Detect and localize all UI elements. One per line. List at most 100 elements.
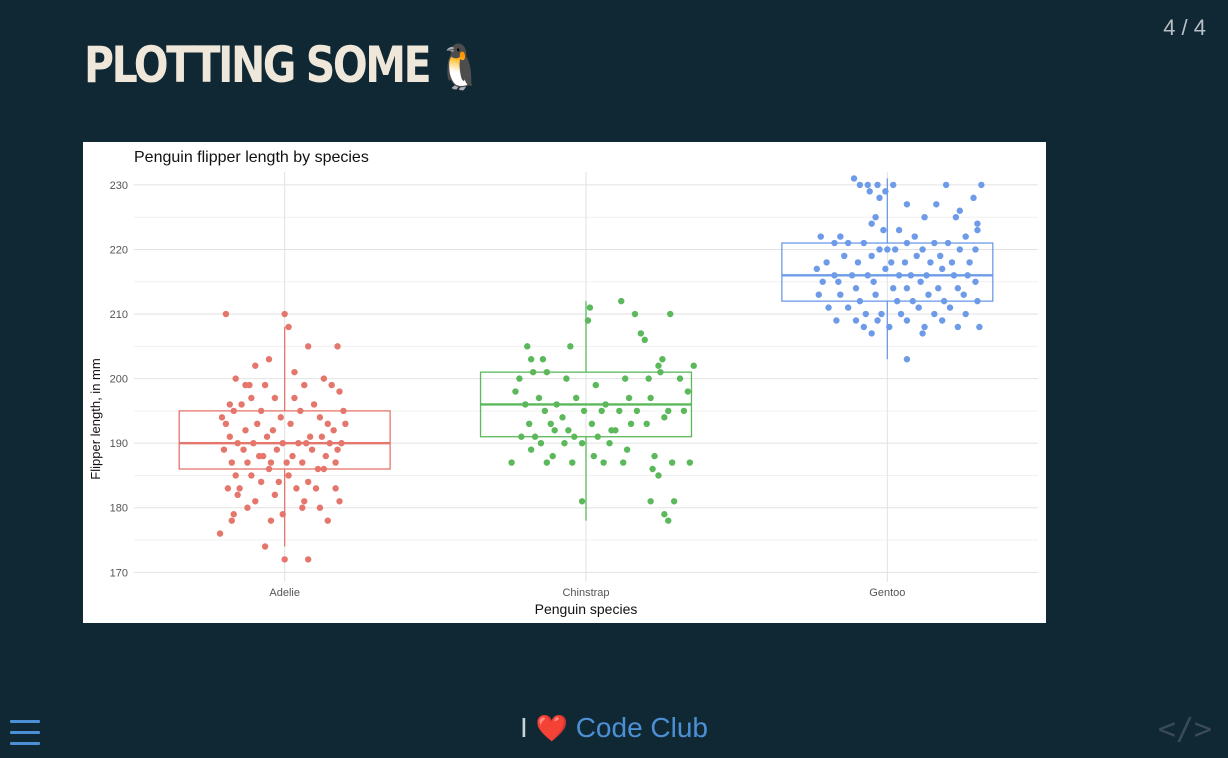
data-point [659, 356, 666, 363]
data-point [823, 259, 830, 266]
data-point [637, 330, 645, 337]
code-club-link[interactable]: Code Club [575, 712, 709, 743]
data-point [616, 407, 623, 415]
data-point [342, 420, 349, 428]
data-point [269, 427, 277, 434]
y-tick-label: 200 [110, 374, 128, 386]
data-point [320, 375, 328, 382]
data-point [273, 446, 281, 453]
chart-x-axis-label: Penguin species [535, 601, 638, 617]
data-point [919, 246, 926, 253]
data-point [310, 401, 318, 408]
data-point [228, 459, 235, 466]
y-tick-label: 230 [110, 180, 128, 192]
data-point [655, 362, 662, 369]
data-point [299, 504, 306, 511]
data-point [927, 259, 934, 266]
data-point [580, 407, 588, 415]
data-point [238, 401, 245, 408]
penguin-emoji-icon: 🐧 [437, 42, 483, 93]
data-point [222, 420, 230, 428]
data-point [670, 498, 678, 505]
data-point [324, 420, 331, 428]
data-point [328, 381, 335, 389]
data-point [285, 472, 292, 479]
menu-bar-3 [10, 742, 40, 745]
data-point [220, 446, 228, 453]
data-point [868, 220, 875, 227]
code-icon[interactable]: </> [1157, 712, 1212, 747]
data-point [903, 317, 911, 324]
data-point [956, 246, 964, 253]
slide-title: PLOTTING SOME 🐧 [84, 30, 482, 103]
footer: I ❤️ Code Club [0, 708, 1228, 748]
data-point [287, 420, 294, 428]
data-point [931, 310, 938, 318]
data-point [854, 259, 862, 266]
data-point [856, 181, 864, 189]
data-point [525, 420, 533, 428]
data-point [866, 188, 873, 195]
data-point [334, 343, 341, 350]
y-tick-label: 180 [110, 503, 128, 515]
menu-icon[interactable] [10, 720, 40, 746]
data-point [903, 285, 911, 292]
data-point [301, 498, 308, 505]
data-point [304, 556, 312, 563]
data-point [651, 452, 658, 460]
data-point [970, 194, 977, 202]
data-point [590, 452, 598, 460]
data-point [833, 317, 840, 324]
data-point [508, 459, 515, 466]
data-point [897, 310, 905, 318]
box-iqr [178, 410, 391, 470]
data-point [901, 259, 909, 266]
data-point [293, 485, 300, 492]
data-point [913, 252, 920, 260]
data-point [938, 317, 946, 324]
data-point [277, 414, 284, 421]
data-point [625, 394, 633, 402]
data-point [942, 181, 950, 189]
data-point [882, 265, 889, 273]
data-point [631, 310, 639, 318]
data-point [265, 356, 273, 363]
data-point [549, 452, 556, 460]
data-point [972, 246, 979, 253]
data-point [862, 310, 869, 318]
data-point [978, 181, 985, 189]
data-point [960, 291, 967, 298]
data-point [874, 317, 881, 324]
data-point [322, 452, 329, 460]
data-point [228, 517, 235, 524]
data-point [948, 259, 956, 266]
data-point [234, 491, 241, 499]
data-point [299, 459, 306, 466]
data-point [655, 472, 662, 479]
data-point [937, 252, 944, 260]
data-point [248, 394, 255, 402]
data-point [516, 375, 523, 382]
data-point [547, 420, 554, 428]
data-point [825, 304, 832, 311]
data-point [966, 259, 973, 266]
data-point [864, 181, 871, 189]
data-point [890, 285, 897, 292]
data-point [917, 278, 924, 285]
data-point [563, 375, 570, 382]
data-point [915, 304, 922, 311]
data-point [888, 259, 895, 266]
data-point [954, 323, 962, 331]
data-point [876, 194, 883, 202]
x-tick-label: Adelie [269, 587, 300, 599]
data-point [621, 375, 629, 382]
data-point [578, 439, 586, 447]
data-point [261, 543, 269, 550]
data-point [246, 381, 253, 389]
data-point [551, 427, 558, 434]
data-point [512, 388, 519, 395]
data-point [242, 427, 249, 434]
footer-prefix: I [519, 712, 528, 743]
data-point [285, 323, 292, 331]
data-point [336, 498, 343, 505]
